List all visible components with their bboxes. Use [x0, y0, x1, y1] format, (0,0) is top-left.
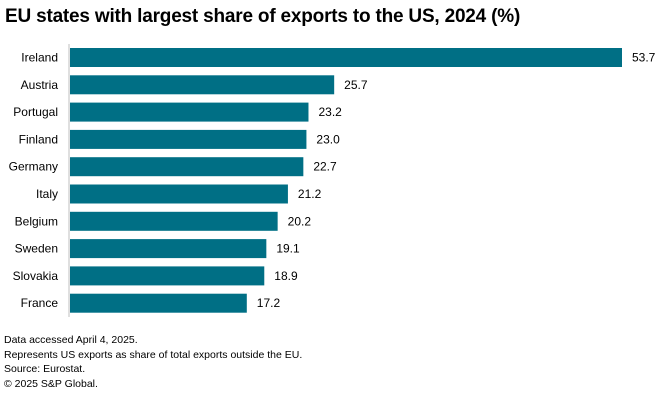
- bar-belgium: [70, 211, 278, 231]
- bar-ireland: [70, 48, 622, 67]
- bar-italy: [70, 184, 288, 204]
- value-label: 18.9: [274, 269, 298, 283]
- category-label: Ireland: [21, 51, 58, 65]
- footer-note-copyright: © 2025 S&P Global.: [4, 377, 98, 390]
- value-label: 22.7: [313, 160, 337, 174]
- footer-note-source: Source: Eurostat.: [4, 363, 86, 375]
- value-label: 19.1: [276, 242, 300, 256]
- value-label: 17.2: [257, 296, 281, 310]
- category-label: Finland: [19, 132, 58, 146]
- footer-note-definition: Represents US exports as share of total …: [4, 348, 303, 361]
- value-label: 23.2: [318, 105, 342, 119]
- bar-finland: [70, 129, 307, 149]
- value-label: 25.7: [344, 78, 368, 92]
- value-label: 53.7: [632, 51, 656, 65]
- bar-austria: [70, 75, 335, 95]
- category-label: Slovakia: [13, 269, 59, 283]
- category-label: Belgium: [15, 214, 58, 228]
- chart-footer: Data accessed April 4, 2025. Represents …: [4, 333, 302, 391]
- value-label: 23.0: [316, 132, 340, 146]
- category-label: Austria: [21, 78, 59, 92]
- bar-sweden: [70, 239, 267, 259]
- category-label: Germany: [9, 160, 58, 174]
- bar-france: [70, 293, 247, 313]
- footer-note-data-accessed: Data accessed April 4, 2025.: [4, 334, 138, 346]
- chart-title: EU states with largest share of exports …: [5, 6, 521, 27]
- value-label: 21.2: [298, 187, 322, 201]
- bar-portugal: [70, 102, 309, 122]
- category-label: Italy: [36, 187, 58, 201]
- bar-chart: Ireland 53.7 Austria 25.7 Portugal 23.2 Finlan…: [9, 44, 656, 317]
- bar-slovakia: [70, 266, 265, 286]
- value-label: 20.2: [288, 214, 312, 228]
- bar-germany: [70, 157, 304, 177]
- category-label: Portugal: [13, 105, 58, 119]
- category-label: France: [21, 296, 59, 310]
- category-label: Sweden: [15, 242, 58, 256]
